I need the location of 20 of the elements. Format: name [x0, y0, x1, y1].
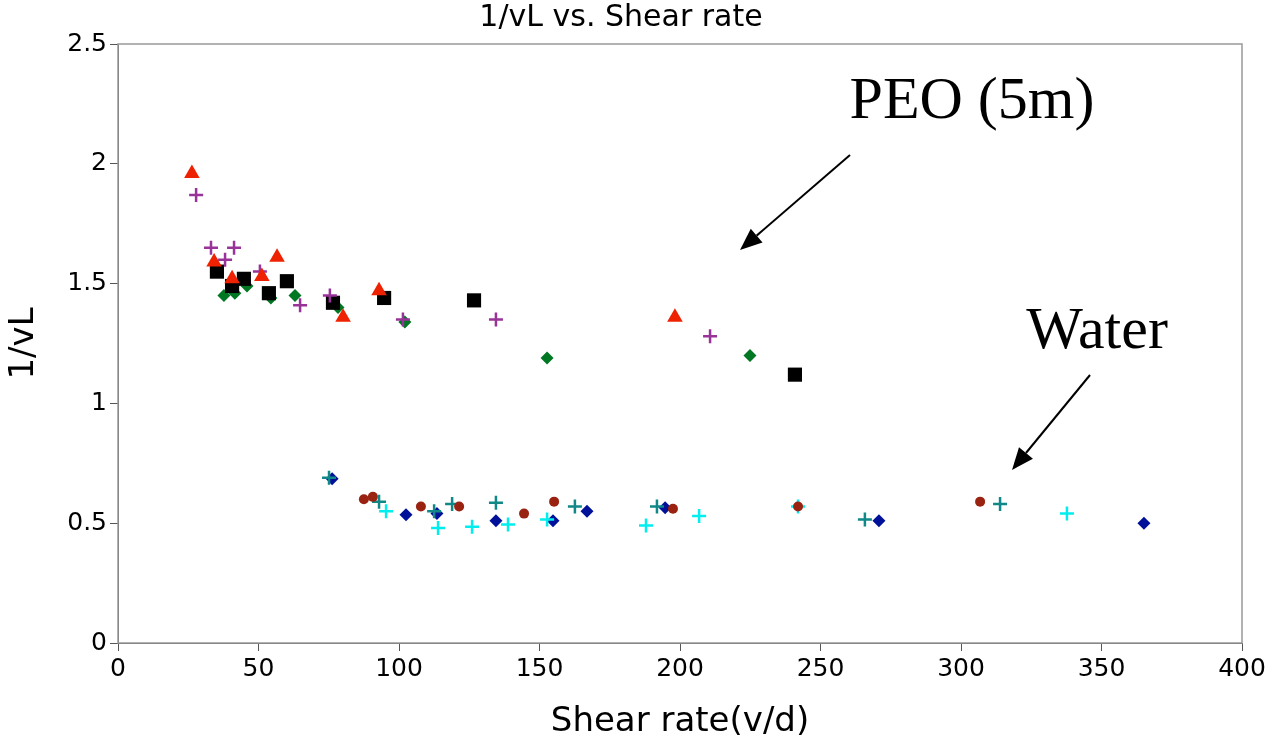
chart-title: 1/vL vs. Shear rate	[479, 0, 763, 33]
x-tick-label: 200	[656, 652, 704, 682]
y-tick-label: 2.5	[67, 27, 107, 57]
y-tick-label: 1	[91, 386, 107, 416]
annotation: Water	[1026, 295, 1168, 361]
y-tick-label: 1.5	[67, 267, 107, 297]
y-axis-title: 1/vL	[1, 307, 42, 380]
y-tick-label: 0	[91, 626, 107, 656]
x-axis-title: Shear rate(v/d)	[550, 699, 810, 740]
x-tick-label: 300	[937, 652, 985, 682]
annotation: PEO (5m)	[849, 65, 1095, 131]
x-tick-label: 0	[110, 652, 126, 682]
y-tick-label: 0.5	[67, 506, 107, 536]
x-tick-label: 150	[515, 652, 564, 682]
y-tick-label: 2	[91, 147, 107, 177]
x-tick-label: 100	[375, 652, 423, 682]
x-tick-label: 400	[1218, 652, 1266, 682]
x-tick-label: 250	[796, 652, 845, 682]
x-tick-label: 350	[1077, 652, 1126, 682]
x-tick-label: 50	[242, 652, 275, 682]
